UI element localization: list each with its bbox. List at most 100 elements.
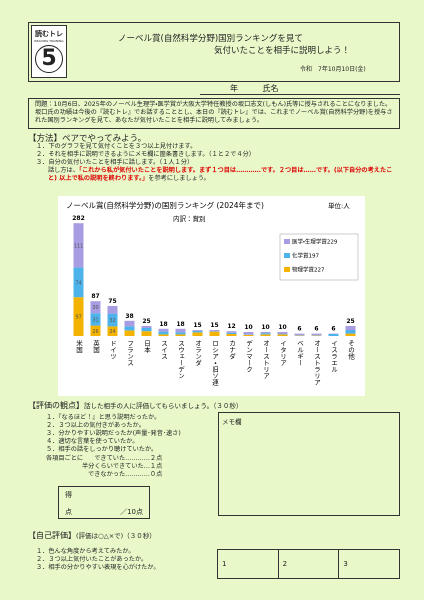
bar-segment: [243, 334, 254, 336]
badge-title: 読むトレ: [35, 30, 63, 38]
legend-total: 227: [314, 268, 325, 274]
total-label: 38: [125, 313, 133, 320]
category-label: 日本: [143, 340, 151, 355]
segment-label: 26: [92, 329, 98, 335]
bar-segment: [90, 313, 101, 326]
badge-sub: READING TRAINING: [34, 39, 64, 43]
category-label: その他: [347, 340, 355, 361]
segment-label: 30: [92, 305, 98, 311]
title-line: 気付いたことを相手に説明しよう！: [214, 46, 351, 56]
date: 令和 7年10月10日(金): [300, 66, 366, 73]
bar-segment: [345, 326, 356, 330]
bar-segment: [328, 334, 339, 336]
self-cell: 2: [277, 549, 340, 579]
category-label: オーストリア: [262, 340, 270, 380]
header-box: [28, 22, 400, 82]
category-label: 米国: [75, 339, 83, 355]
scale-item: 半分くらいできていた…１点: [82, 463, 163, 470]
category-label: イスラエル: [330, 340, 338, 373]
bar-segment: [90, 325, 101, 336]
bar-segment: [158, 334, 169, 336]
bar-segment: [73, 223, 84, 268]
bar-segment: [175, 334, 186, 336]
bar-segment: [226, 334, 237, 336]
segment-label: 31: [92, 317, 98, 323]
bar-segment: [260, 334, 271, 336]
category-label: イタリア: [279, 340, 287, 366]
score-box: 得 点 ／10点: [58, 486, 150, 519]
self-heading-row: 【自己評価】(評価は○△×で)（３０秒）: [28, 530, 156, 541]
total-label: 6: [331, 326, 335, 333]
total-label: 15: [193, 322, 201, 329]
category-label: スイス: [160, 340, 168, 360]
bar-segment: [158, 328, 169, 332]
legend-name: 医学・生理学賞: [292, 238, 327, 246]
bar-segment: [226, 332, 237, 334]
memo-label: メモ欄: [222, 418, 242, 426]
category-label: スウェーデン: [177, 340, 185, 379]
bar-segment: [90, 301, 101, 314]
total-label: 87: [91, 293, 99, 300]
scale-intro: 各項目ごとに: [46, 455, 84, 462]
total-label: 10: [244, 324, 252, 331]
legend-swatch: [284, 239, 290, 244]
legend-box: [279, 233, 359, 281]
self-heading: 【自己評価】: [28, 531, 76, 540]
name-line: 年 氏名: [200, 83, 400, 95]
self-cell: 1: [217, 549, 279, 579]
total-label: 6: [297, 326, 301, 333]
category-label: デンマーク: [245, 339, 253, 373]
method-list: １．下のグラフを見て気付くことを３つ以上見付けます。 ２．それを相手に説明できるよ…: [36, 143, 391, 167]
bar-segment: [124, 330, 135, 336]
self-instruction: (評価は○△×で)（３０秒）: [76, 532, 156, 540]
eval-item: ５．相手の話をしっかり聴けていたか。: [46, 446, 158, 453]
eval-heading: 【評価の観点】: [28, 401, 84, 410]
total-label: 18: [159, 321, 167, 328]
self-item: ３．相手の分かりやすい表現を心がけたか。: [36, 564, 160, 571]
legend-label: 化学賞197: [292, 252, 320, 260]
legend-swatch: [284, 253, 290, 258]
chart-title: ノーベル賞(自然科学分野)の国別ランキング (2024年まで): [66, 200, 264, 210]
scale-item: できなかった…………０点: [88, 471, 163, 478]
total-label: 18: [176, 321, 184, 328]
bar-segment: [294, 333, 305, 336]
legend-swatch: [284, 267, 290, 272]
bar-segment: [209, 330, 220, 332]
eval-heading-row: 【評価の観点】話した相手の人に評価してもらいましょう。（３０秒）: [28, 400, 242, 411]
bar-segment: [311, 333, 322, 336]
segment-label: 74: [75, 280, 81, 286]
bar-segment: [192, 332, 203, 336]
method-note: 話し方は、「これから私が気付いたことを説明します。まず１つ目は…………です。２つ…: [48, 167, 393, 183]
bar-segment: [124, 320, 135, 327]
total-label: 282: [72, 215, 85, 222]
bar-segment: [141, 328, 152, 332]
self-item: １．色んな角度から考えてみたか。: [36, 548, 135, 555]
self-item: ２．３つ以上気付いたことがあったか。: [36, 556, 148, 563]
unit: 単位:人: [328, 201, 350, 210]
category-label: オーストラリア: [313, 340, 321, 386]
bar-segment: [345, 333, 356, 336]
bar-segment: [141, 331, 152, 336]
category-label: 英国: [92, 339, 100, 355]
name-label: 氏名: [262, 84, 279, 93]
bar-segment: [107, 326, 118, 336]
eval-instruction: 話した相手の人に評価してもらいましょう。（３０秒）: [84, 402, 243, 410]
total-label: 25: [142, 318, 150, 325]
total-label: 10: [261, 324, 269, 331]
score-label: 点: [65, 508, 72, 516]
bar-segment: [107, 313, 118, 327]
method-item: １．下のグラフを見て気付くことを３つ以上見付けます。: [36, 143, 197, 150]
eval-item: ４．適切な言葉を使っていたか。: [46, 438, 139, 445]
bar-segment: [243, 332, 254, 335]
bar-segment: [175, 332, 186, 335]
total-label: 25: [346, 318, 354, 325]
bar-segment: [345, 330, 356, 334]
category-label: ロシア・旧ソ連: [211, 340, 219, 387]
segment-label: 97: [75, 315, 81, 321]
bar-segment: [260, 333, 271, 335]
method-item: ３．自分の気付いたことを相手に話します。（１人１分）: [36, 159, 194, 166]
bar-segment: [226, 331, 237, 333]
bar-segment: [73, 297, 84, 336]
segment-label: 111: [74, 243, 84, 249]
